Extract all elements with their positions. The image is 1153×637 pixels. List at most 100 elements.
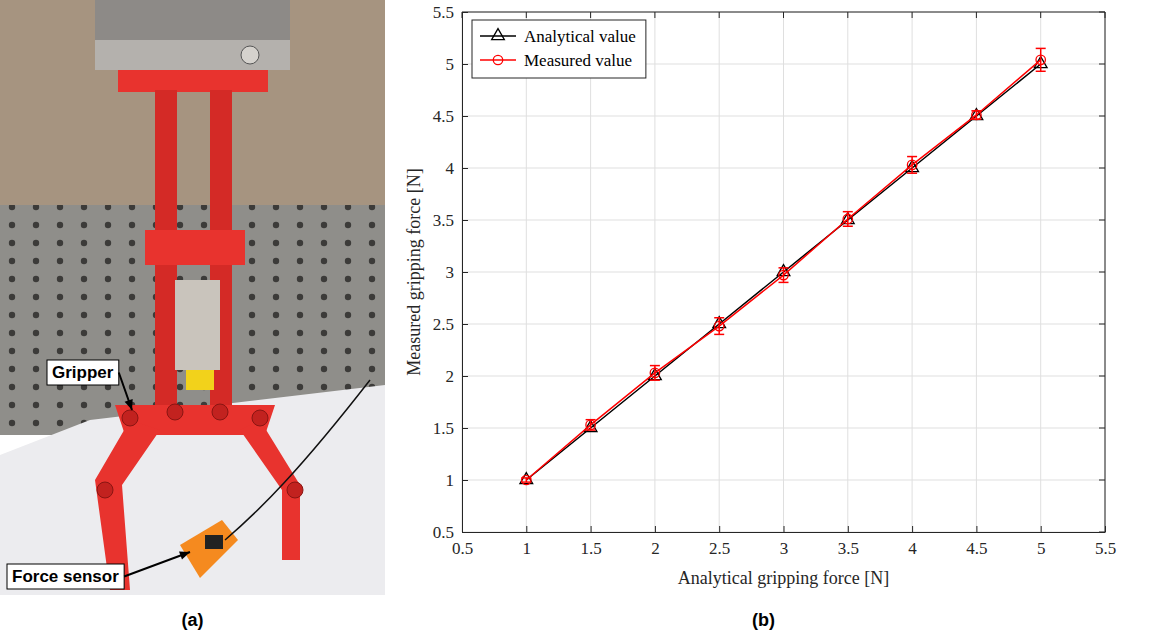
error-bar — [971, 111, 981, 119]
tick-label: 5.5 — [433, 3, 454, 22]
tick-label: 4.5 — [966, 539, 987, 558]
gripper-part — [97, 482, 113, 498]
tick-mark-right — [1099, 168, 1105, 169]
tick-label: 1 — [446, 471, 455, 490]
tick: 1 — [523, 526, 532, 558]
marker — [522, 475, 531, 484]
tick-mark — [462, 376, 468, 377]
tick: 3 — [446, 263, 469, 282]
tick-mark-top — [590, 12, 591, 18]
tick: 3.5 — [433, 211, 468, 230]
tick-mark — [462, 116, 468, 117]
tick-mark-right — [1099, 428, 1105, 429]
callout: Gripper — [47, 360, 133, 410]
tick-mark-right — [1099, 532, 1105, 533]
gripper-part — [122, 410, 138, 426]
grid-line-y — [462, 376, 1105, 377]
tick-mark-right — [1099, 480, 1105, 481]
tick: 0.5 — [433, 523, 468, 542]
legend-entry: Measured value — [480, 51, 632, 70]
error-bar — [650, 366, 660, 381]
error-bar-part — [843, 225, 853, 227]
legend: Analytical value Measured value — [472, 20, 646, 78]
tick: 2 — [446, 367, 469, 386]
tick-mark-top — [654, 12, 655, 18]
tick: 1 — [446, 471, 469, 490]
tick-mark — [462, 168, 468, 169]
error-bar-part — [1040, 48, 1042, 71]
wall — [0, 0, 385, 225]
error-bar-part — [907, 172, 917, 174]
tick-label: 5.5 — [1095, 539, 1116, 558]
tick: 2 — [651, 526, 660, 558]
error-bar — [586, 420, 596, 430]
error-bar-part — [650, 379, 660, 381]
legend-entry: Analytical value — [480, 27, 636, 46]
error-bar-part — [714, 317, 724, 319]
tick-label: 2 — [446, 367, 455, 386]
tick-mark — [462, 220, 468, 221]
gripper-part — [175, 280, 220, 370]
legend-line — [480, 59, 516, 61]
tick-mark-right — [1099, 376, 1105, 377]
series — [521, 48, 1045, 484]
tick-mark — [462, 64, 468, 65]
callout-box — [7, 564, 124, 589]
chart: 0.511.522.533.544.555.50.511.522.533.544… — [404, 3, 1116, 630]
legend-line — [480, 35, 516, 37]
callout-box — [47, 360, 119, 385]
tick-label: 2.5 — [709, 539, 730, 558]
tick-label: 3.5 — [433, 211, 454, 230]
tick-mark-right — [1099, 220, 1105, 221]
tick-mark-top — [847, 12, 848, 18]
tick-mark — [1041, 526, 1042, 532]
tick-label: 0.5 — [452, 539, 473, 558]
callout-label: Gripper — [52, 363, 114, 382]
tick-mark-right — [1099, 324, 1105, 325]
callout: Force sensor — [7, 552, 190, 589]
error-bar-part — [907, 156, 917, 158]
tick-label: 2.5 — [433, 315, 454, 334]
tick-mark — [655, 526, 656, 532]
legend-box — [472, 20, 646, 78]
legend-marker — [493, 55, 502, 64]
tick-mark-top — [783, 12, 784, 18]
tick-mark-top — [976, 12, 977, 18]
grid-line-y — [462, 324, 1105, 325]
callout-arrowhead — [125, 399, 133, 410]
robot-flange — [95, 0, 290, 40]
data-layer — [520, 48, 1047, 484]
grid-line-y — [462, 428, 1105, 429]
paper — [0, 385, 385, 595]
gripper-part — [212, 404, 228, 420]
tick-mark — [462, 480, 468, 481]
gripper-part — [167, 404, 183, 420]
tick-label: 5 — [1037, 539, 1046, 558]
tick-mark — [462, 272, 468, 273]
marker — [584, 421, 597, 432]
tick-mark-top — [1040, 12, 1041, 18]
error-bar — [779, 268, 789, 283]
plot-frame — [462, 12, 1105, 532]
tick-label: 1.5 — [580, 539, 601, 558]
tick-mark-top — [462, 12, 463, 18]
tick: 1.5 — [433, 419, 468, 438]
error-bar-part — [714, 334, 724, 336]
callout-label: Force sensor — [12, 567, 119, 586]
callout-arrowhead — [179, 552, 190, 560]
error-bar-part — [1036, 71, 1046, 73]
gripper-part — [118, 70, 268, 92]
tick-mark-top — [912, 12, 913, 18]
tick-mark — [784, 526, 785, 532]
robot-button — [241, 46, 259, 64]
error-bar — [521, 478, 531, 482]
tick-mark — [719, 526, 720, 532]
panel-caption: (b) — [752, 610, 775, 630]
tick-mark-right — [1099, 12, 1105, 13]
marker — [972, 110, 981, 119]
sensor-cable — [225, 380, 370, 540]
tick-mark — [526, 526, 527, 532]
series-line — [526, 60, 1040, 480]
error-bar-part — [590, 420, 592, 430]
photo-panel: GripperForce sensor(a) — [0, 0, 385, 630]
